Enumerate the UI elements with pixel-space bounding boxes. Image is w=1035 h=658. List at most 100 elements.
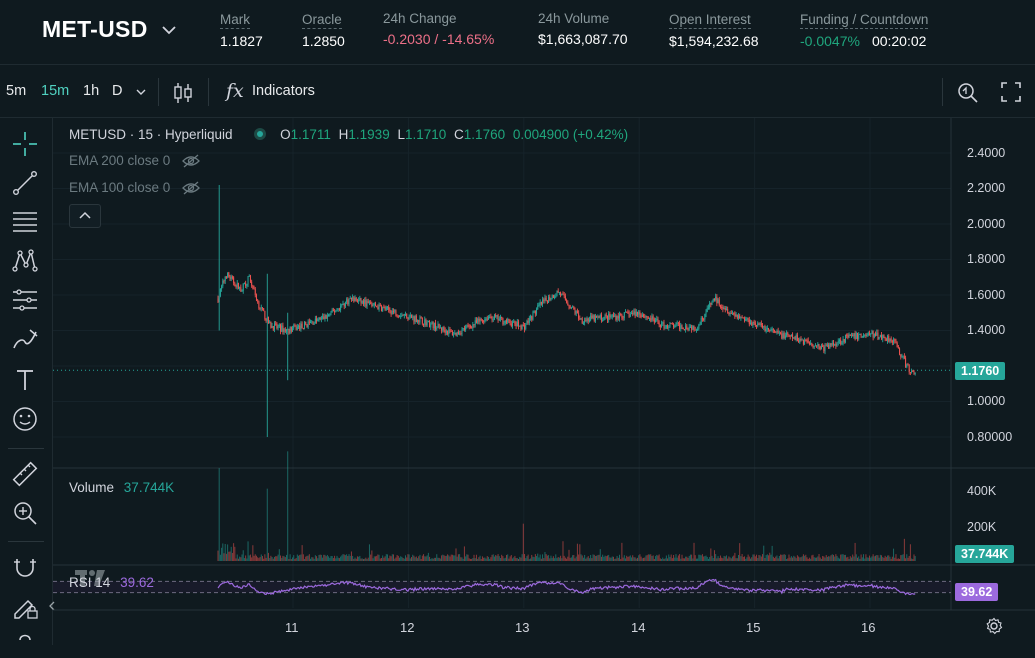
volume-bar (320, 554, 322, 561)
volume-bar (824, 557, 826, 561)
candle-body (406, 313, 408, 318)
funding-label[interactable]: Funding / Countdown (800, 12, 929, 29)
crosshair-icon[interactable] (11, 130, 39, 158)
volume-bar (354, 557, 356, 561)
volume-bar (664, 558, 666, 561)
candle-body (673, 324, 675, 328)
candle-body (397, 316, 399, 318)
collapse-tools-icon[interactable] (48, 601, 56, 611)
candle-body (581, 318, 583, 324)
volume-bar (635, 558, 637, 561)
rsi-line (217, 578, 916, 596)
candle-body (911, 371, 913, 373)
volume-bar (384, 556, 386, 561)
candle-body (454, 332, 456, 335)
collapse-legend-button[interactable] (69, 204, 101, 228)
timeframe-5m[interactable]: 5m (6, 83, 27, 99)
brush-icon[interactable] (11, 326, 39, 354)
symbol-title[interactable]: METUSD · 15 · Hyperliquid (69, 127, 233, 142)
volume-bar (217, 550, 219, 561)
candle-body (405, 313, 407, 315)
emoji-icon[interactable] (11, 405, 39, 433)
timeframe-chevron-icon[interactable] (136, 88, 146, 96)
settings-gear-icon[interactable] (985, 617, 1003, 635)
rsi-legend[interactable]: RSI 14 39.62 (69, 575, 154, 590)
chart-area[interactable]: METUSD · 15 · Hyperliquid O1.1711 H1.193… (53, 118, 1035, 645)
timeframe-1h[interactable]: 1h (83, 83, 100, 99)
ruler-icon[interactable] (11, 460, 39, 488)
indicators-button[interactable]: Indicators (252, 83, 315, 99)
mark-label[interactable]: Mark (220, 12, 250, 29)
volume-bar (713, 550, 715, 561)
oracle-label[interactable]: Oracle (302, 12, 342, 29)
magnet-icon[interactable] (11, 553, 39, 581)
volume-bar (242, 550, 244, 561)
volume-bar (588, 558, 590, 561)
screenshot-icon[interactable] (956, 80, 980, 104)
volume-bar (261, 556, 263, 561)
volume-legend[interactable]: Volume 37.744K (69, 480, 174, 495)
volume-bar (675, 554, 677, 561)
candle-body (483, 320, 485, 322)
volume-bar (471, 558, 473, 561)
volume-bar (863, 554, 865, 561)
candle-type-icon[interactable] (172, 81, 194, 105)
volume-bar (608, 554, 610, 561)
volume-bar (454, 555, 456, 561)
candle-body (338, 308, 340, 310)
candle-body (378, 304, 380, 310)
text-icon[interactable] (11, 366, 39, 394)
eye-off-icon[interactable] (182, 154, 200, 168)
volume-bar (788, 554, 790, 561)
candle-body (427, 320, 429, 323)
eye-off-icon[interactable] (182, 181, 200, 195)
candle-body (371, 303, 373, 307)
candle-body (312, 321, 314, 325)
volume-bar (413, 555, 415, 561)
candle-body (615, 315, 617, 320)
volume-bar (537, 553, 539, 561)
volume-bar (543, 558, 545, 561)
chart-canvas[interactable] (53, 118, 1035, 645)
candle-body (326, 315, 328, 319)
volume-bar (489, 558, 491, 561)
candle-body (824, 345, 826, 352)
fib-retracement-icon[interactable] (11, 208, 39, 236)
candle-body (252, 285, 254, 289)
volume-bar (461, 557, 463, 561)
prediction-icon[interactable] (11, 286, 39, 314)
ema-200-legend[interactable]: EMA 200 close 0 (69, 153, 200, 168)
trend-line-icon[interactable] (11, 169, 39, 197)
candle-body (823, 346, 825, 352)
indicators-fx-icon[interactable]: fx (226, 80, 244, 102)
more-tools-icon[interactable] (11, 630, 39, 658)
candle-body (657, 318, 659, 323)
zoom-in-icon[interactable] (11, 499, 39, 527)
candle-body (614, 315, 616, 317)
candle-body (532, 312, 534, 320)
volume-bar (332, 558, 334, 561)
lock-drawings-icon[interactable] (11, 592, 39, 620)
volume-bar (628, 556, 630, 561)
ema-100-legend[interactable]: EMA 100 close 0 (69, 180, 200, 195)
fullscreen-icon[interactable] (1000, 81, 1022, 103)
pattern-icon[interactable] (11, 247, 39, 275)
volume-bar (492, 554, 494, 561)
timeframe-15m[interactable]: 15m (41, 83, 70, 99)
volume-bar (424, 556, 426, 561)
volume-bar (626, 555, 628, 561)
candle-body (626, 311, 628, 313)
candle-body (224, 276, 226, 281)
volume-bar (300, 554, 302, 561)
candle-body (426, 322, 428, 326)
pair-selector[interactable]: MET-USD (42, 16, 176, 43)
timeframe-d[interactable]: D (112, 83, 123, 99)
candle-body (623, 312, 625, 318)
volume-bar (301, 545, 303, 561)
volume-bar (573, 554, 575, 561)
candle-body (396, 315, 398, 317)
volume-bar (496, 555, 498, 561)
volume-bar (855, 554, 857, 561)
candle-body (436, 327, 438, 330)
open-interest-label[interactable]: Open Interest (669, 12, 751, 29)
